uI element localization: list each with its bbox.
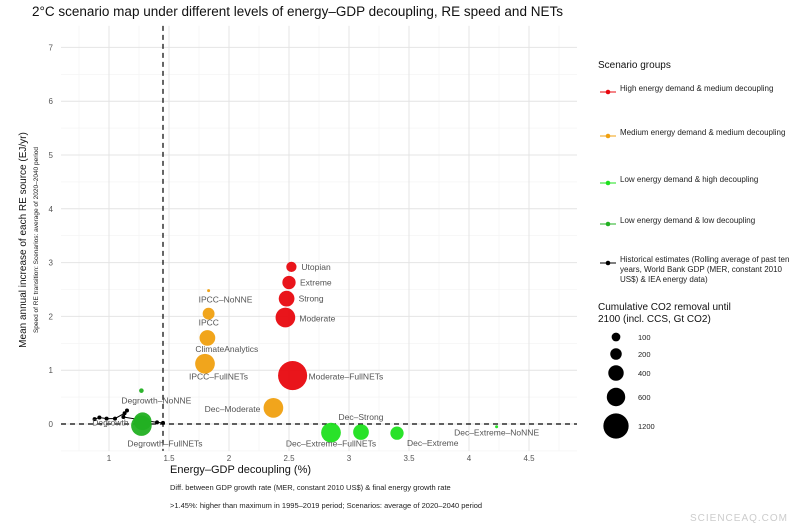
size-legend-circle: [610, 348, 622, 360]
point-label: Degrowth–NoNNE: [121, 396, 191, 406]
y-tick-label: 2: [49, 312, 54, 321]
size-legend-label: 400: [638, 369, 651, 378]
scenario-point: [353, 424, 369, 440]
scenario-point: [278, 361, 308, 391]
x-axis-note-1: Diff. between GDP growth rate (MER, cons…: [170, 483, 451, 492]
x-tick-label: 4.5: [523, 454, 535, 463]
point-label: IPCC–FullNETs: [189, 372, 248, 382]
scenario-point: [207, 289, 211, 293]
scenario-point: [199, 330, 216, 346]
point-label: Moderate–FullNETs: [309, 372, 384, 382]
historical-point: [113, 416, 117, 421]
scenario-point: [263, 398, 284, 418]
scenario-point: [390, 426, 404, 440]
y-tick-label: 0: [49, 420, 54, 429]
y-axis-label: Mean annual increase of each RE source (…: [18, 132, 29, 348]
y-axis-note: Speed of RE transition: Scenarios: avera…: [33, 147, 40, 333]
y-tick-label: 4: [49, 205, 54, 214]
y-tick-label: 5: [49, 151, 54, 160]
size-legend-circle: [603, 413, 629, 439]
y-tick-label: 6: [49, 97, 54, 106]
x-axis-label: Energy–GDP decoupling (%): [170, 464, 312, 476]
point-label: Dec–Extreme: [407, 438, 459, 448]
scenario-point: [275, 307, 296, 328]
historical-point: [155, 420, 159, 425]
legend-key: [600, 180, 616, 186]
legend-key: [600, 221, 616, 227]
legend-item: Low energy demand & low decoupling: [620, 216, 756, 225]
historical-point: [122, 411, 127, 416]
historical-point: [161, 420, 165, 425]
scenario-point: [278, 290, 295, 307]
scenario-point: [131, 415, 152, 436]
scenario-point: [321, 422, 341, 443]
legend-key: [600, 133, 616, 139]
y-tick-label: 3: [49, 259, 54, 268]
legend-item: Medium energy demand & medium decoupling: [620, 128, 786, 137]
size-legend-label: 1200: [638, 422, 655, 431]
point-label: Degrowth–FullNETs: [127, 439, 202, 449]
legend-item: Low energy demand & high decoupling: [620, 175, 759, 184]
legend-item: Historical estimates (Rolling average of…: [620, 255, 790, 284]
scenario-point: [202, 307, 215, 320]
historical-point: [104, 416, 109, 421]
point-label: Degrowth: [92, 417, 129, 427]
y-tick-label: 1: [49, 366, 54, 375]
legend-title: Scenario groups: [598, 60, 671, 71]
size-legend-circle: [608, 365, 624, 381]
historical-point: [97, 415, 102, 420]
x-tick-label: 3: [347, 454, 352, 463]
point-label: Dec–Strong: [339, 412, 384, 422]
legend-item: High energy demand & medium decoupling: [620, 84, 774, 93]
watermark: SCIENCEAQ.COM: [689, 513, 788, 524]
scenario-point: [139, 388, 144, 393]
x-tick-label: 2: [227, 454, 232, 463]
point-label: ClimateAnalytics: [195, 344, 258, 354]
point-label: Dec–Extreme–FullNETs: [286, 439, 376, 449]
y-tick-label: 7: [49, 43, 54, 52]
x-tick-label: 4: [467, 454, 472, 463]
historical-point: [121, 415, 126, 420]
x-tick-label: 3.5: [403, 454, 415, 463]
point-label: Strong: [299, 294, 324, 304]
chart-title: 2°C scenario map under different levels …: [32, 4, 563, 19]
x-tick-label: 2.5: [283, 454, 295, 463]
scenario-point: [282, 275, 296, 290]
point-label: Dec–Extreme–NoNNE: [454, 428, 539, 438]
point-label: Dec–Moderate: [205, 404, 261, 414]
scenario-point: [495, 425, 499, 429]
scenario-point: [195, 353, 215, 374]
point-label: IPCC–NoNNE: [199, 295, 253, 305]
x-tick-label: 1.5: [163, 454, 175, 463]
point-label: Extreme: [300, 278, 332, 288]
scenario-point: [286, 261, 297, 273]
legend-key: [600, 260, 616, 266]
size-legend-title: Cumulative CO2 removal until 2100 (incl.…: [598, 302, 731, 325]
x-tick-label: 1: [107, 454, 112, 463]
size-legend-circle: [611, 332, 621, 342]
x-axis-note-2: >1.45%: higher than maximum in 1995–2019…: [170, 501, 483, 510]
historical-point: [125, 408, 129, 413]
size-legend-label: 100: [638, 333, 651, 342]
point-label: Utopian: [301, 262, 331, 272]
legend-key: [600, 89, 616, 95]
size-legend-label: 600: [638, 393, 651, 402]
size-legend-circle: [606, 387, 626, 407]
point-label: Moderate: [299, 313, 335, 323]
point-label: IPCC: [199, 318, 219, 328]
historical-point: [92, 417, 97, 422]
size-legend-label: 200: [638, 350, 651, 359]
